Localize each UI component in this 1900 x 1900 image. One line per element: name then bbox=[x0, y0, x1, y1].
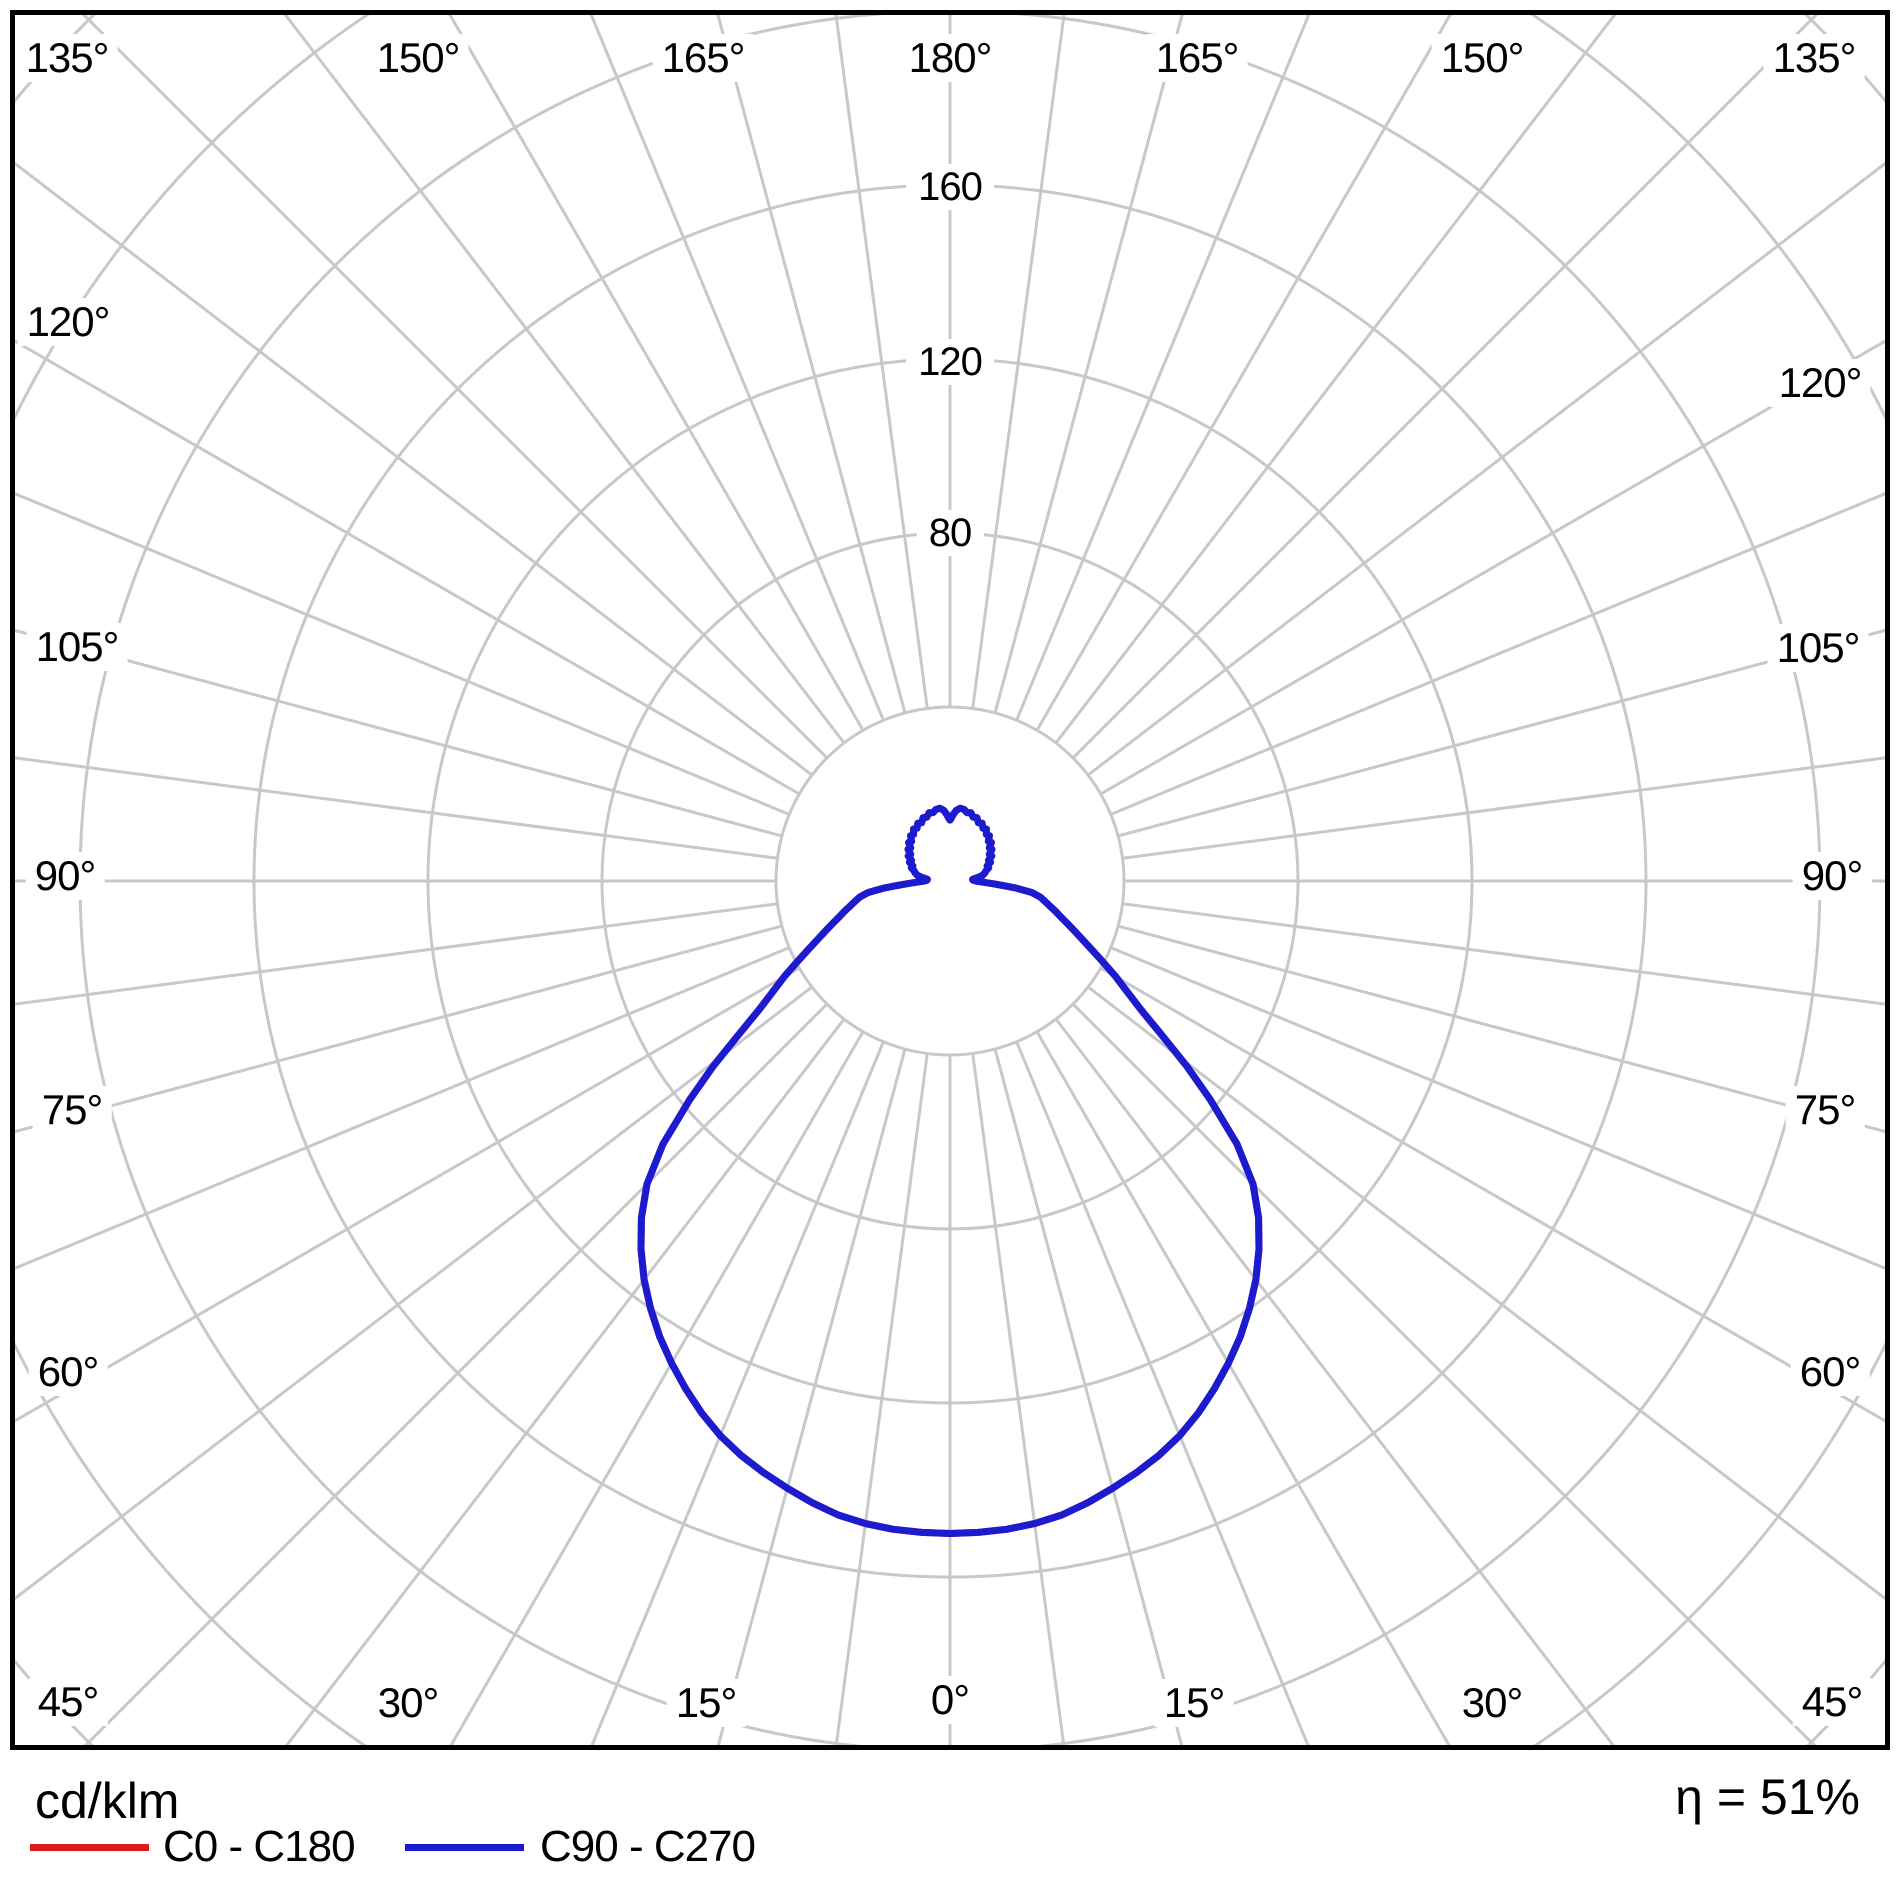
unit-label: cd/klm bbox=[35, 1773, 180, 1829]
legend-swatch-c90-c270 bbox=[405, 1844, 524, 1851]
curve-c90-c270 bbox=[637, 804, 1263, 1537]
legend-label-c90-c270: C90 - C270 bbox=[540, 1822, 756, 1871]
efficiency-value: η = 51% bbox=[1675, 1769, 1860, 1825]
legend-label-c0-c180: C0 - C180 bbox=[163, 1822, 356, 1871]
legend-swatch-c0-c180 bbox=[30, 1844, 149, 1851]
legend: C0 - C180 C90 - C270 bbox=[0, 1822, 1900, 1874]
distribution-curves bbox=[637, 804, 1263, 1537]
